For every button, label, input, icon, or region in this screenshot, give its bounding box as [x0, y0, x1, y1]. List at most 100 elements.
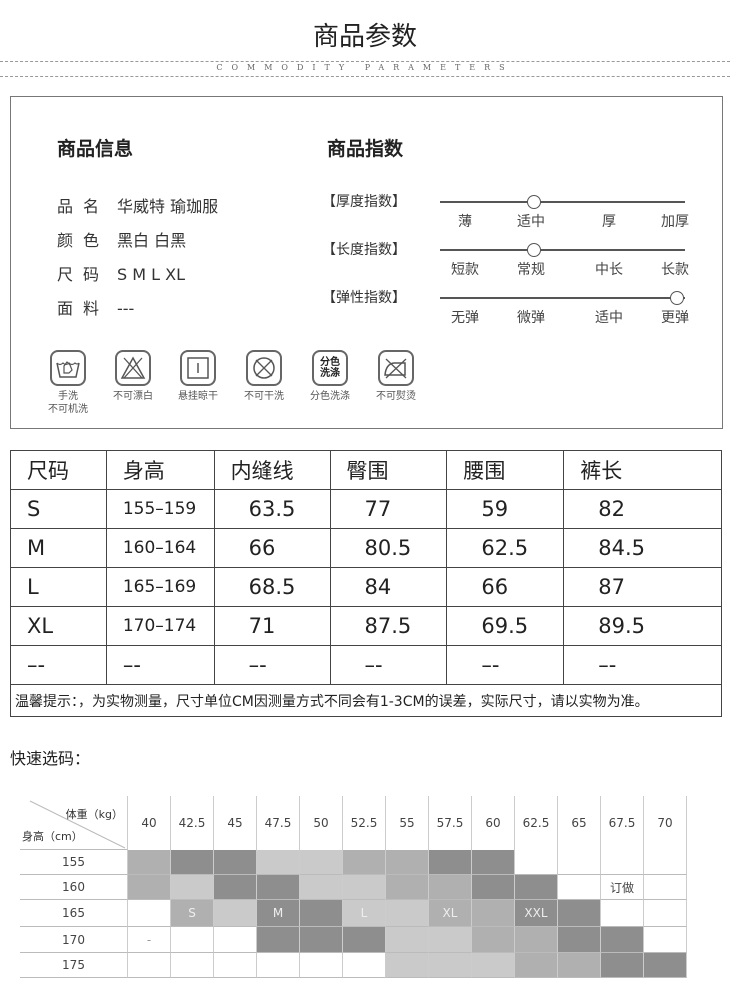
- table-cell: 62.5: [446, 528, 565, 568]
- grid-cell: [429, 927, 472, 953]
- info-row: 品名 华威特 瑜珈服: [57, 193, 218, 217]
- grid-cell: [429, 953, 472, 978]
- table-cell: 69.5: [446, 606, 565, 646]
- grid-cell: [214, 927, 257, 953]
- table-cell: 87: [563, 567, 722, 607]
- grid-cell: [472, 875, 515, 900]
- grid-cell: [558, 927, 601, 953]
- table-cell: –-: [213, 645, 331, 685]
- weight-header: 52.5: [343, 796, 386, 850]
- info-row: 面料 ---: [57, 295, 134, 319]
- grid-cell: [429, 850, 472, 875]
- info-key: 面料: [57, 299, 110, 318]
- weight-header: 50: [300, 796, 343, 850]
- index-tick: 无弹: [451, 310, 479, 326]
- table-row: M 160–164 66 80.5 62.5 84.5: [10, 528, 722, 568]
- info-value: 华威特 瑜珈服: [117, 197, 219, 216]
- table-cell: 66: [213, 528, 331, 568]
- weight-header: 57.5: [429, 796, 472, 850]
- grid-cell: [558, 900, 601, 927]
- index-knob: [527, 195, 541, 209]
- table-cell: XL: [10, 606, 107, 646]
- grid-cell: [472, 900, 515, 927]
- info-key: 品名: [57, 197, 110, 216]
- grid-cell: [343, 927, 386, 953]
- table-cell: –-: [105, 645, 215, 685]
- index-track: [440, 201, 685, 203]
- grid-cell: [128, 875, 171, 900]
- info-row: 颜色 黑白 白黑: [57, 227, 186, 251]
- table-cell: 68.5: [213, 567, 331, 607]
- care-label: 手洗 不可机洗: [48, 391, 88, 415]
- no-iron-icon: [378, 350, 414, 386]
- table-row: –- –- –- –- –- –-: [10, 645, 722, 685]
- grid-cell: [300, 875, 343, 900]
- page-title: 商品参数: [312, 22, 417, 52]
- grid-cell: [644, 875, 687, 900]
- index-title: 商品指数: [327, 138, 404, 160]
- params-box: [10, 96, 723, 429]
- grid-cell: [386, 850, 429, 875]
- table-cell: 160–164: [105, 528, 215, 568]
- index-tick: 中长: [595, 262, 623, 278]
- no-dry-clean-icon: [246, 350, 282, 386]
- height-label: 175: [20, 953, 128, 978]
- quick-title: 快速选码：: [10, 749, 91, 768]
- index-knob: [527, 243, 541, 257]
- grid-cell: L: [343, 900, 386, 927]
- index-tick: 加厚: [661, 214, 689, 230]
- table-cell: 59: [446, 489, 565, 529]
- table-cell: 80.5: [329, 528, 448, 568]
- grid-cell: [515, 850, 558, 875]
- grid-cell: [601, 953, 644, 978]
- weight-header: 60: [472, 796, 515, 850]
- table-cell: 84: [329, 567, 448, 607]
- grid-cell: XXL: [515, 900, 558, 927]
- index-tick: 薄: [458, 214, 472, 230]
- table-cell: 71: [213, 606, 331, 646]
- grid-cell: [472, 953, 515, 978]
- table-cell: M: [10, 528, 107, 568]
- table-header-row: 尺码 身高 内缝线 臀围 腰围 裤长: [10, 450, 722, 490]
- care-label: 分色洗涤: [310, 391, 350, 402]
- no-bleach-icon: [115, 350, 151, 386]
- table-cell: 87.5: [329, 606, 448, 646]
- info-key: 尺码: [57, 265, 110, 284]
- grid-cell: -: [128, 927, 171, 953]
- table-header-cell: 臀围: [329, 450, 448, 490]
- weight-header: 40: [128, 796, 171, 850]
- grid-cell: [257, 927, 300, 953]
- weight-header: 42.5: [171, 796, 214, 850]
- grid-cell: [257, 875, 300, 900]
- grid-cell: [601, 850, 644, 875]
- table-cell: 155–159: [105, 489, 215, 529]
- table-row: L 165–169 68.5 84 66 87: [10, 567, 722, 607]
- index-label: 【厚度指数】: [322, 194, 406, 210]
- grid-cell: [257, 953, 300, 978]
- note-row: 温馨提示：，为实物测量，尺寸单位CM因测量方式不同会有1-3CM的误差，实际尺寸…: [10, 684, 722, 717]
- grid-cell: [558, 875, 601, 900]
- table-row: XL 170–174 71 87.5 69.5 89.5: [10, 606, 722, 646]
- grid-cell: XL: [429, 900, 472, 927]
- table-row: S 155–159 63.5 77 59 82: [10, 489, 722, 529]
- table-cell: S: [10, 489, 107, 529]
- index-tick: 短款: [451, 262, 479, 278]
- weight-header: 47.5: [257, 796, 300, 850]
- grid-cell: [515, 927, 558, 953]
- grid-cell: [300, 900, 343, 927]
- info-title: 商品信息: [57, 138, 134, 160]
- size-table: 尺码 身高 内缝线 臀围 腰围 裤长 S 155–159 63.5 77 59 82 M 160–164 6…: [10, 450, 722, 717]
- index-tick: 厚: [602, 214, 616, 230]
- table-cell: 66: [446, 567, 565, 607]
- table-cell: 82: [563, 489, 722, 529]
- table-cell: 77: [329, 489, 448, 529]
- table-cell: –-: [10, 645, 107, 685]
- height-axis-label: 身高（cm）: [22, 830, 83, 843]
- grid-cell: M: [257, 900, 300, 927]
- table-cell: 84.5: [563, 528, 722, 568]
- height-label: 160: [20, 875, 128, 900]
- weight-header: 55: [386, 796, 429, 850]
- grid-cell: [300, 850, 343, 875]
- table-header-cell: 裤长: [563, 450, 722, 490]
- grid-cell: [214, 875, 257, 900]
